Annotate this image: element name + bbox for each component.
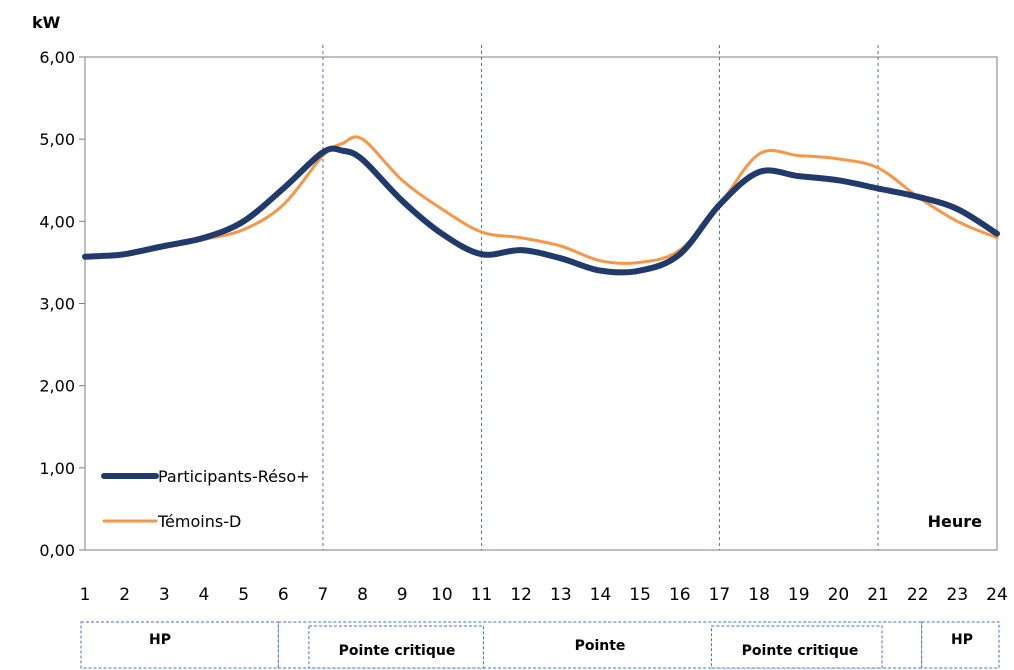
y-tick-labels: 0,00 1,00 2,00 3,00 4,00 5,00 6,00 xyxy=(39,48,75,560)
y-tick-label: 1,00 xyxy=(39,459,75,478)
x-tick-label: 21 xyxy=(867,585,889,605)
period-label: HP xyxy=(149,632,171,648)
x-tick-label: 22 xyxy=(907,585,929,605)
x-tick-label: 6 xyxy=(278,585,289,605)
x-tick-label: 12 xyxy=(510,585,532,605)
period-label: Pointe critique xyxy=(339,643,456,659)
period-label: HP xyxy=(951,632,973,648)
x-tick-label: 1 xyxy=(80,585,91,605)
series-line-temoins xyxy=(83,135,999,265)
x-tick-label: 8 xyxy=(357,585,368,605)
x-tick-label: 11 xyxy=(471,585,493,605)
y-tick-label: 5,00 xyxy=(39,130,75,149)
axes xyxy=(79,56,998,551)
period-separators xyxy=(322,45,879,550)
x-tick-label: 9 xyxy=(397,585,408,605)
x-tick-label: 13 xyxy=(550,585,572,605)
x-tick-label: 5 xyxy=(238,585,249,605)
y-tick-label: 4,00 xyxy=(39,212,75,231)
y-tick-label: 0,00 xyxy=(39,541,75,560)
period-label: Pointe critique xyxy=(742,643,859,659)
period-box xyxy=(308,625,485,669)
period-box xyxy=(921,621,1000,669)
x-tick-label: 16 xyxy=(669,585,691,605)
series-lines xyxy=(82,135,1000,276)
x-tick-label: 3 xyxy=(159,585,170,605)
x-tick-label: 15 xyxy=(629,585,651,605)
x-tick-label: 18 xyxy=(748,585,770,605)
series-line-participants xyxy=(82,145,1000,276)
x-axis-label: Heure xyxy=(928,512,983,531)
legend: Participants-Réso+ Témoins-D xyxy=(101,467,310,531)
period-box xyxy=(710,625,883,669)
x-tick-label: 7 xyxy=(317,585,328,605)
x-tick-label: 19 xyxy=(788,585,810,605)
x-tick-label: 23 xyxy=(947,585,969,605)
x-tick-label: 17 xyxy=(709,585,731,605)
x-tick-label: 4 xyxy=(199,585,210,605)
y-tick-label: 6,00 xyxy=(39,48,75,67)
period-label: Pointe xyxy=(575,638,626,654)
x-tick-label: 20 xyxy=(828,585,850,605)
legend-label: Participants-Réso+ xyxy=(158,467,310,486)
x-tick-label: 24 xyxy=(986,585,1008,605)
y-tick-label: 3,00 xyxy=(39,295,75,314)
x-tick-label: 14 xyxy=(590,585,612,605)
x-tick-label: 10 xyxy=(431,585,453,605)
period-boxes: Pointe HP HP Pointe critique Pointe critique xyxy=(80,621,1000,669)
period-box xyxy=(80,621,279,669)
x-tick-labels: 1 2 3 4 5 6 7 8 9 10 11 12 13 14 15 16 17 18 19 20 21 22 23 24 xyxy=(80,585,1008,605)
y-tick-label: 2,00 xyxy=(39,377,75,396)
x-tick-label: 2 xyxy=(119,585,130,605)
y-axis-label: kW xyxy=(32,13,61,32)
legend-label: Témoins-D xyxy=(157,512,241,531)
